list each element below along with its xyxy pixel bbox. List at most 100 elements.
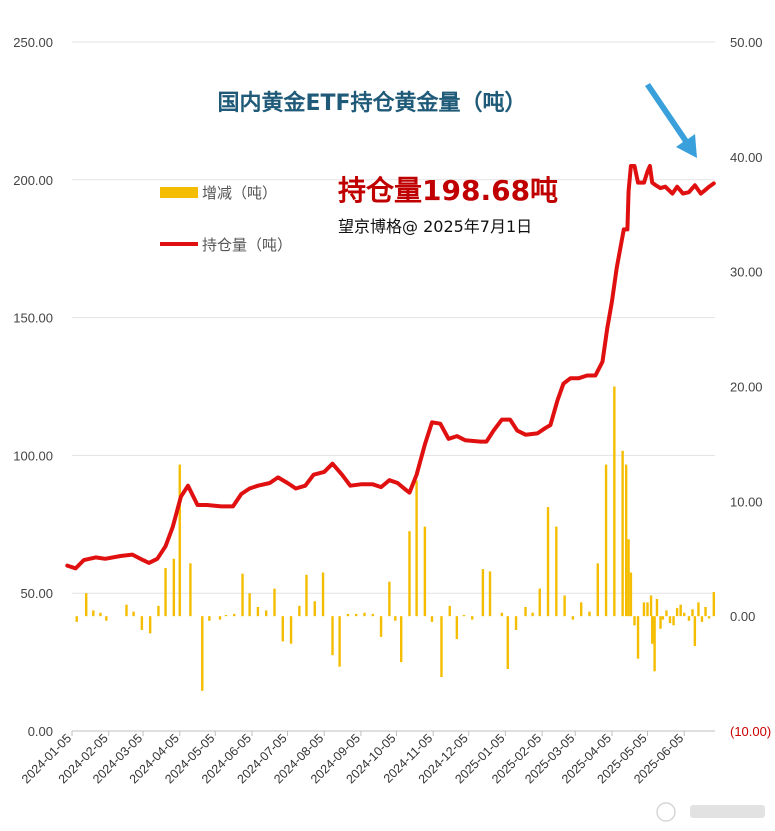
left-axis-ticks: 0.00 50.00 100.00 150.00 200.00 250.00	[13, 35, 53, 739]
right-tick-label: (10.00)	[730, 724, 771, 739]
change-bar	[579, 602, 583, 617]
change-bar	[514, 616, 518, 630]
change-bar	[604, 464, 608, 617]
change-bar	[672, 616, 675, 626]
change-bar	[148, 616, 152, 634]
change-bar	[636, 616, 640, 659]
change-bar	[132, 611, 135, 617]
change-bar	[399, 616, 403, 663]
change-bar	[208, 616, 211, 621]
change-bar	[700, 616, 704, 622]
change-bar	[653, 616, 656, 672]
left-tick-label: 150.00	[13, 311, 53, 326]
change-bar	[331, 616, 334, 656]
change-bar	[273, 588, 276, 617]
change-bar	[408, 531, 411, 617]
change-bar	[624, 464, 628, 617]
change-bar	[338, 616, 341, 667]
change-bar	[289, 616, 293, 644]
change-bar	[321, 572, 325, 617]
change-bar	[75, 616, 78, 622]
change-bar	[707, 616, 711, 619]
change-bar	[415, 480, 418, 617]
change-bar	[423, 526, 427, 617]
change-bar	[105, 616, 108, 621]
change-bar	[298, 605, 301, 617]
left-tick-label: 0.00	[28, 724, 53, 739]
right-tick-label: 30.00	[730, 265, 763, 280]
change-bar	[354, 613, 358, 617]
change-bar	[481, 569, 485, 617]
change-bar	[675, 608, 679, 617]
right-tick-label: 20.00	[730, 380, 763, 395]
change-bar	[265, 610, 268, 617]
change-bar	[651, 616, 654, 644]
change-bar	[430, 616, 434, 622]
change-bar	[659, 616, 662, 629]
right-tick-label: 10.00	[730, 494, 763, 509]
left-tick-label: 50.00	[20, 586, 53, 601]
change-bar	[712, 592, 716, 617]
change-bar	[665, 610, 668, 617]
legend-label-holdings: 持仓量（吨）	[202, 236, 292, 254]
change-bar	[92, 610, 95, 617]
change-bar	[305, 574, 308, 617]
change-bar	[201, 616, 204, 691]
right-tick-label: 0.00	[730, 609, 755, 624]
change-bar	[488, 571, 492, 617]
change-bar	[646, 602, 649, 617]
change-bar	[563, 595, 566, 617]
change-bar	[506, 616, 509, 669]
change-bar	[455, 616, 459, 640]
change-bar	[691, 609, 694, 617]
change-bar	[178, 464, 181, 617]
change-bar	[440, 616, 443, 678]
change-bar	[697, 602, 700, 617]
legend: 增减（吨） 持仓量（吨）	[160, 184, 292, 254]
annotation-arrow	[645, 83, 697, 158]
change-bar	[363, 612, 366, 617]
change-bar	[85, 593, 88, 617]
change-bar	[233, 613, 236, 617]
change-bar	[256, 606, 260, 617]
change-bar	[629, 572, 633, 617]
change-bar	[555, 526, 558, 617]
x-axis-ticks: 2024-01-052024-02-052024-03-052024-04-05…	[19, 731, 686, 786]
change-bar	[633, 616, 636, 626]
change-bar	[248, 593, 251, 617]
right-tick-label: 50.00	[730, 35, 763, 50]
change-bar	[500, 612, 504, 617]
change-bar	[99, 612, 102, 617]
change-bar	[140, 616, 144, 630]
change-bar	[687, 616, 691, 621]
change-bar	[172, 558, 176, 617]
change-bar	[571, 616, 575, 620]
change-bar	[125, 604, 128, 617]
change-bar	[538, 588, 541, 617]
change-bar	[281, 616, 284, 642]
chart-title: 国内黄金ETF持仓黄金量（吨）	[217, 90, 526, 116]
change-bar	[394, 616, 397, 621]
change-bar	[524, 606, 527, 617]
change-bar	[462, 615, 466, 617]
change-bar	[683, 612, 686, 617]
headline-annotation: 持仓量198.68吨	[338, 174, 558, 207]
change-bars	[75, 386, 716, 691]
change-bar	[613, 386, 616, 617]
change-bar	[546, 507, 550, 617]
change-bar	[471, 616, 474, 620]
byline-annotation: 望京博格@ 2025年7月1日	[338, 217, 532, 236]
change-bar	[679, 604, 682, 617]
change-bar	[448, 605, 451, 617]
change-bar	[588, 611, 591, 617]
change-bar	[313, 601, 316, 617]
change-bar	[621, 450, 624, 617]
change-bar	[531, 612, 534, 617]
holdings-series-line	[65, 164, 716, 571]
right-tick-label: 40.00	[730, 150, 763, 165]
left-tick-label: 200.00	[13, 173, 53, 188]
legend-swatch-changes	[160, 187, 198, 198]
change-bar	[379, 616, 383, 637]
change-bar	[704, 606, 707, 617]
